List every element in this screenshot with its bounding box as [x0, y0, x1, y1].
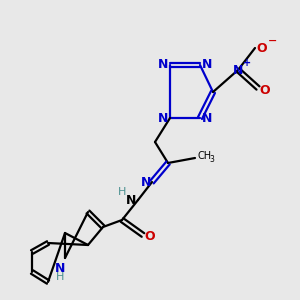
Text: CH: CH: [198, 151, 212, 161]
Text: −: −: [268, 36, 278, 46]
Text: N: N: [55, 262, 65, 275]
Text: H: H: [118, 187, 126, 197]
Text: N: N: [202, 112, 212, 124]
Text: +: +: [243, 58, 251, 68]
Text: 3: 3: [209, 154, 214, 164]
Text: O: O: [260, 83, 270, 97]
Text: O: O: [145, 230, 155, 244]
Text: N: N: [141, 176, 151, 188]
Text: H: H: [56, 272, 64, 282]
Text: N: N: [158, 58, 168, 71]
Text: N: N: [233, 64, 243, 76]
Text: N: N: [202, 58, 212, 71]
Text: N: N: [158, 112, 168, 124]
Text: O: O: [257, 41, 267, 55]
Text: N: N: [126, 194, 136, 206]
